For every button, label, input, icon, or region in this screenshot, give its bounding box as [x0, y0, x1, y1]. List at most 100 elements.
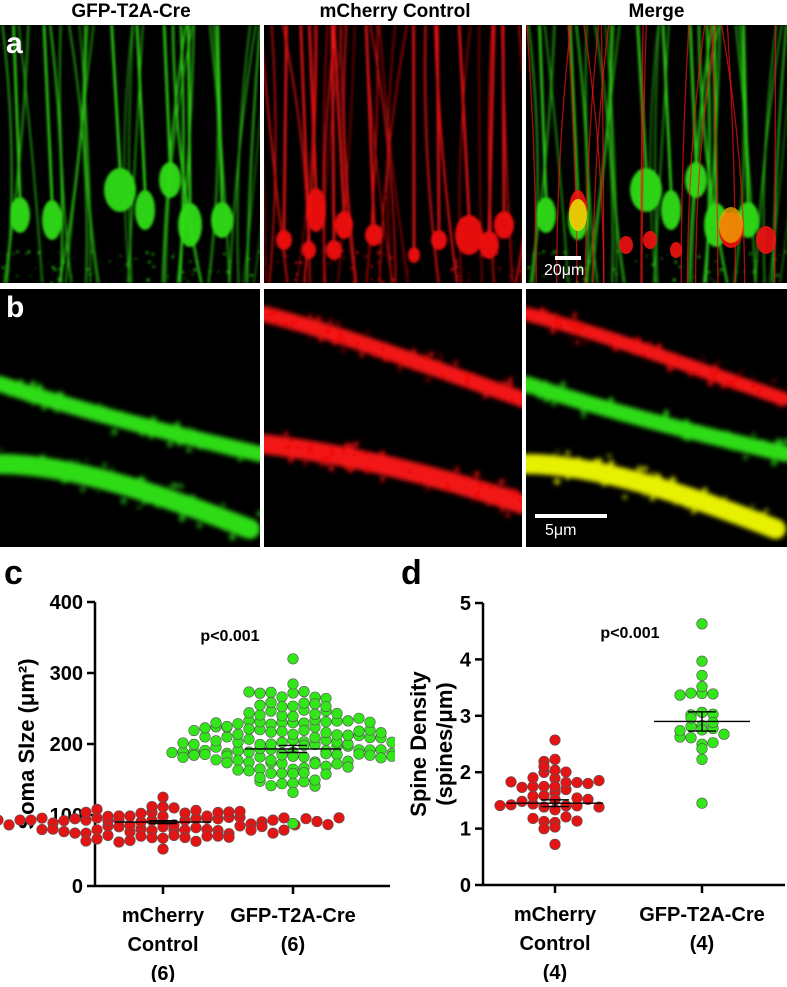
data-point	[254, 771, 266, 784]
data-point	[276, 691, 288, 703]
data-point	[582, 777, 594, 790]
data-point	[707, 688, 719, 700]
data-point	[188, 724, 200, 737]
data-point	[232, 754, 244, 766]
x-category-label: (4)	[690, 933, 714, 955]
data-point	[342, 761, 354, 773]
data-point	[254, 687, 266, 699]
y-tick-label: 2	[460, 762, 471, 784]
data-point	[102, 829, 114, 842]
data-point	[234, 820, 246, 832]
data-point	[3, 819, 15, 831]
data-point	[232, 718, 244, 730]
data-point	[685, 687, 697, 699]
data-point	[221, 720, 233, 733]
column-title-mcherry: mCherry Control	[319, 1, 471, 22]
data-point	[254, 709, 266, 721]
scale-bar-label-a: 20μm	[544, 262, 585, 279]
data-point	[331, 729, 343, 741]
data-point	[157, 832, 169, 844]
data-point	[25, 814, 37, 826]
data-point	[113, 810, 125, 822]
x-category-label: (4)	[543, 962, 567, 982]
data-point	[234, 805, 246, 818]
p-value-annotation: p<0.001	[600, 625, 659, 642]
data-point	[276, 749, 288, 761]
data-point	[157, 791, 169, 803]
data-point	[276, 767, 288, 779]
data-point	[375, 727, 387, 739]
data-point	[210, 735, 222, 747]
data-point	[685, 732, 697, 744]
data-point	[696, 669, 708, 682]
data-point	[696, 743, 708, 755]
data-point	[527, 790, 539, 802]
data-point	[190, 835, 202, 847]
data-point	[47, 823, 59, 835]
data-point	[320, 700, 332, 713]
data-point	[287, 728, 299, 740]
data-point	[375, 752, 387, 764]
data-point	[386, 736, 398, 748]
data-point	[265, 754, 277, 766]
data-point	[201, 810, 213, 822]
data-point	[267, 827, 279, 839]
data-point	[91, 803, 103, 815]
data-point	[146, 801, 158, 813]
data-point	[674, 725, 686, 737]
x-category-label: (6)	[151, 963, 175, 982]
data-point	[91, 833, 103, 845]
y-axis-label: Spine Density	[406, 670, 431, 816]
data-point	[331, 758, 343, 770]
data-point	[124, 810, 136, 822]
data-point	[232, 728, 244, 740]
data-point	[287, 767, 299, 780]
data-point	[333, 812, 345, 824]
data-point	[179, 807, 191, 819]
data-point	[166, 746, 178, 759]
y-tick-label: 400	[50, 592, 83, 614]
data-point	[331, 707, 343, 720]
x-category-label: Control	[519, 933, 590, 955]
scale-bar-b	[535, 514, 607, 518]
x-category-label: GFP-T2A-Cre	[230, 905, 356, 927]
data-point	[309, 774, 321, 786]
data-point	[210, 717, 222, 729]
data-point	[342, 715, 354, 727]
data-point	[179, 831, 191, 844]
data-point	[593, 801, 605, 813]
data-point	[494, 799, 506, 812]
data-point	[243, 765, 255, 777]
data-point	[243, 707, 255, 719]
data-point	[571, 815, 583, 827]
data-point	[549, 753, 561, 766]
y-axis-label: Soma SIze (μm²)	[14, 658, 39, 829]
data-point	[364, 749, 376, 761]
data-point	[527, 812, 539, 825]
data-point	[549, 821, 561, 833]
data-point	[223, 831, 235, 843]
data-point	[593, 774, 605, 787]
data-point	[718, 728, 730, 740]
data-point	[696, 618, 708, 630]
chart-d-spine-density: 0 1 2 3 4 5 Spine Density (spines/μm) mCherry Con…	[400, 560, 787, 984]
data-point	[254, 738, 266, 751]
data-point	[256, 820, 268, 833]
data-point	[212, 830, 224, 842]
data-point	[353, 712, 365, 724]
data-point	[58, 826, 70, 838]
data-point	[265, 780, 277, 792]
data-point	[516, 795, 528, 807]
data-point	[265, 738, 277, 750]
data-point	[69, 813, 81, 825]
data-point	[212, 806, 224, 819]
data-point	[188, 749, 200, 761]
data-point	[36, 812, 48, 824]
data-point	[177, 737, 189, 749]
panel-label-d: d	[401, 554, 422, 592]
data-point	[135, 830, 147, 842]
data-point	[685, 712, 697, 724]
data-point	[549, 764, 561, 776]
data-point	[157, 801, 169, 813]
data-point	[582, 793, 594, 806]
